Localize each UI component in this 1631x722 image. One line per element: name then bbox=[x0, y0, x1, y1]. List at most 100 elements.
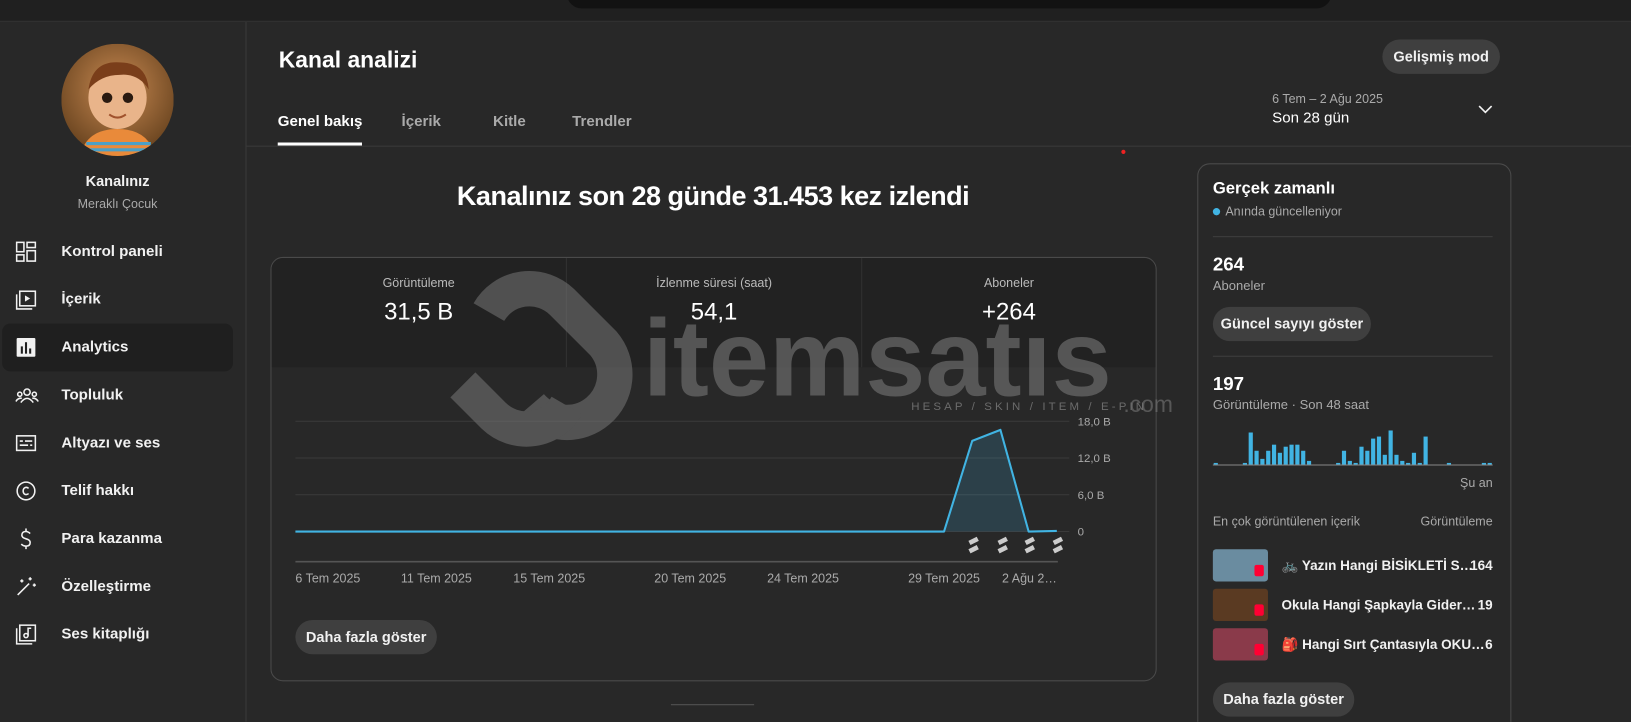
page-title: Kanal analizi bbox=[278, 46, 418, 73]
nav-item[interactable]: Kontrol paneli bbox=[2, 228, 233, 276]
realtime-bar bbox=[1277, 452, 1282, 465]
nav-icon bbox=[15, 624, 37, 645]
channel-name: Kanalınız bbox=[85, 172, 150, 190]
shorts-icons bbox=[968, 536, 1064, 554]
thumbnail[interactable] bbox=[1212, 588, 1268, 621]
nav-icon bbox=[17, 577, 36, 596]
advanced-mode-button[interactable]: Gelişmiş mod bbox=[1382, 39, 1500, 74]
tab[interactable]: İçerik bbox=[401, 113, 441, 131]
nav-item[interactable]: Topluluk bbox=[2, 371, 233, 419]
notification-dot bbox=[1121, 149, 1126, 154]
realtime-bar bbox=[1341, 450, 1347, 465]
nav-item[interactable]: Ses kitaplığı bbox=[2, 611, 233, 659]
content-title[interactable]: 🎒 Hangi Sırt Çantasıyla OKU… bbox=[1281, 636, 1485, 653]
live-count-button[interactable]: Güncel sayıyı göster bbox=[1212, 306, 1371, 342]
nav-label: Telif hakkı bbox=[61, 482, 135, 500]
realtime-bar bbox=[1353, 462, 1358, 465]
realtime-card bbox=[1197, 163, 1512, 722]
realtime-bar bbox=[1376, 436, 1382, 465]
nav-label: Para kazanma bbox=[61, 530, 162, 548]
realtime-bar bbox=[1295, 444, 1300, 465]
nav-icon bbox=[15, 290, 37, 310]
tab[interactable]: Genel bakış bbox=[277, 113, 363, 131]
nav-label: İçerik bbox=[61, 291, 101, 308]
nav-item[interactable]: Altyazı ve ses bbox=[2, 419, 233, 467]
realtime-views: 197 bbox=[1212, 373, 1245, 395]
content-title[interactable]: 🚲 Yazın Hangi BİSİKLETİ S… bbox=[1281, 557, 1474, 574]
realtime-bar bbox=[1365, 450, 1370, 465]
y-tick-label: 6,0 B bbox=[1078, 490, 1105, 502]
realtime-views-label: Görüntüleme · Son 48 saat bbox=[1212, 397, 1369, 412]
metric-label: İzlenme süresi (saat) bbox=[656, 275, 773, 291]
realtime-bar bbox=[1406, 462, 1411, 465]
realtime-bar bbox=[1400, 460, 1405, 465]
more-button[interactable]: Daha fazla göster bbox=[295, 619, 437, 655]
scroll-indicator bbox=[670, 704, 755, 706]
channel-avatar[interactable] bbox=[61, 43, 174, 157]
tab-underline bbox=[277, 142, 362, 146]
nav-label: Ses kitaplığı bbox=[61, 626, 150, 643]
nav-item[interactable]: Para kazanma bbox=[2, 515, 233, 563]
nav-item[interactable]: Analytics bbox=[2, 323, 234, 372]
tab[interactable]: Trendler bbox=[572, 113, 632, 131]
period[interactable]: Son 28 gün bbox=[1272, 110, 1350, 127]
realtime-bar bbox=[1359, 446, 1364, 465]
thumbnail[interactable] bbox=[1212, 628, 1268, 661]
realtime-bar bbox=[1446, 462, 1452, 465]
header-divider bbox=[246, 145, 1631, 147]
divider bbox=[1212, 355, 1493, 357]
sidebar bbox=[0, 21, 247, 722]
nav-label: Özelleştirme bbox=[61, 578, 152, 595]
subscriber-label: Aboneler bbox=[1212, 278, 1265, 294]
metric-value: +264 bbox=[982, 297, 1036, 325]
subscriber-count: 264 bbox=[1212, 253, 1245, 275]
realtime-bar bbox=[1336, 462, 1341, 465]
realtime-bar bbox=[1301, 450, 1306, 465]
metric-tile[interactable]: Aboneler +264 bbox=[862, 257, 1156, 368]
realtime-end-label: Şu an bbox=[1460, 475, 1493, 490]
realtime-bar bbox=[1388, 430, 1393, 465]
avatar-image bbox=[61, 43, 174, 157]
line-area bbox=[295, 429, 1057, 532]
nav-icon bbox=[20, 528, 31, 550]
realtime-bar bbox=[1254, 450, 1259, 465]
realtime-bar bbox=[1394, 454, 1399, 465]
more-button[interactable]: Daha fazla göster bbox=[1212, 682, 1355, 717]
shorts-badge bbox=[1254, 604, 1264, 616]
x-tick-label: 20 Tem 2025 bbox=[654, 572, 726, 586]
headline: Kanalınız son 28 günde 31.453 kez izlend… bbox=[456, 179, 970, 212]
realtime-bar bbox=[1213, 462, 1218, 465]
period-dropdown[interactable] bbox=[1477, 104, 1494, 116]
metric-value: 31,5 B bbox=[384, 297, 454, 325]
realtime-bar bbox=[1242, 462, 1247, 465]
content-views: 164 bbox=[1470, 557, 1493, 574]
x-tick-label: 15 Tem 2025 bbox=[513, 572, 585, 586]
nav-icon bbox=[15, 388, 39, 404]
thumbnail[interactable] bbox=[1212, 549, 1268, 582]
content-title[interactable]: Okula Hangi Şapkayla Gider… bbox=[1281, 597, 1476, 613]
metric-label: Aboneler bbox=[983, 275, 1034, 291]
realtime-bar bbox=[1347, 460, 1352, 465]
x-tick-label: 2 Ağu 2… bbox=[1002, 572, 1057, 586]
realtime-bar bbox=[1417, 462, 1422, 465]
nav-icon bbox=[16, 481, 36, 501]
nav-item[interactable]: İçerik bbox=[2, 276, 233, 324]
nav-item[interactable]: Telif hakkı bbox=[2, 467, 233, 515]
y-tick-label: 12,0 B bbox=[1078, 453, 1111, 465]
x-tick-label: 24 Tem 2025 bbox=[767, 572, 839, 586]
divider bbox=[1212, 236, 1493, 238]
x-tick-label: 6 Tem 2025 bbox=[295, 572, 360, 586]
realtime-bar bbox=[1411, 452, 1417, 465]
nav-icon bbox=[15, 241, 37, 262]
shorts-badge bbox=[1254, 643, 1264, 656]
nav-item[interactable]: Özelleştirme bbox=[2, 563, 233, 611]
nav-icon bbox=[15, 435, 37, 452]
tab[interactable]: Kitle bbox=[493, 113, 526, 131]
y-tick-label: 0 bbox=[1078, 527, 1084, 539]
search-bar[interactable] bbox=[566, 0, 1332, 9]
content-views: 6 bbox=[1485, 636, 1493, 653]
